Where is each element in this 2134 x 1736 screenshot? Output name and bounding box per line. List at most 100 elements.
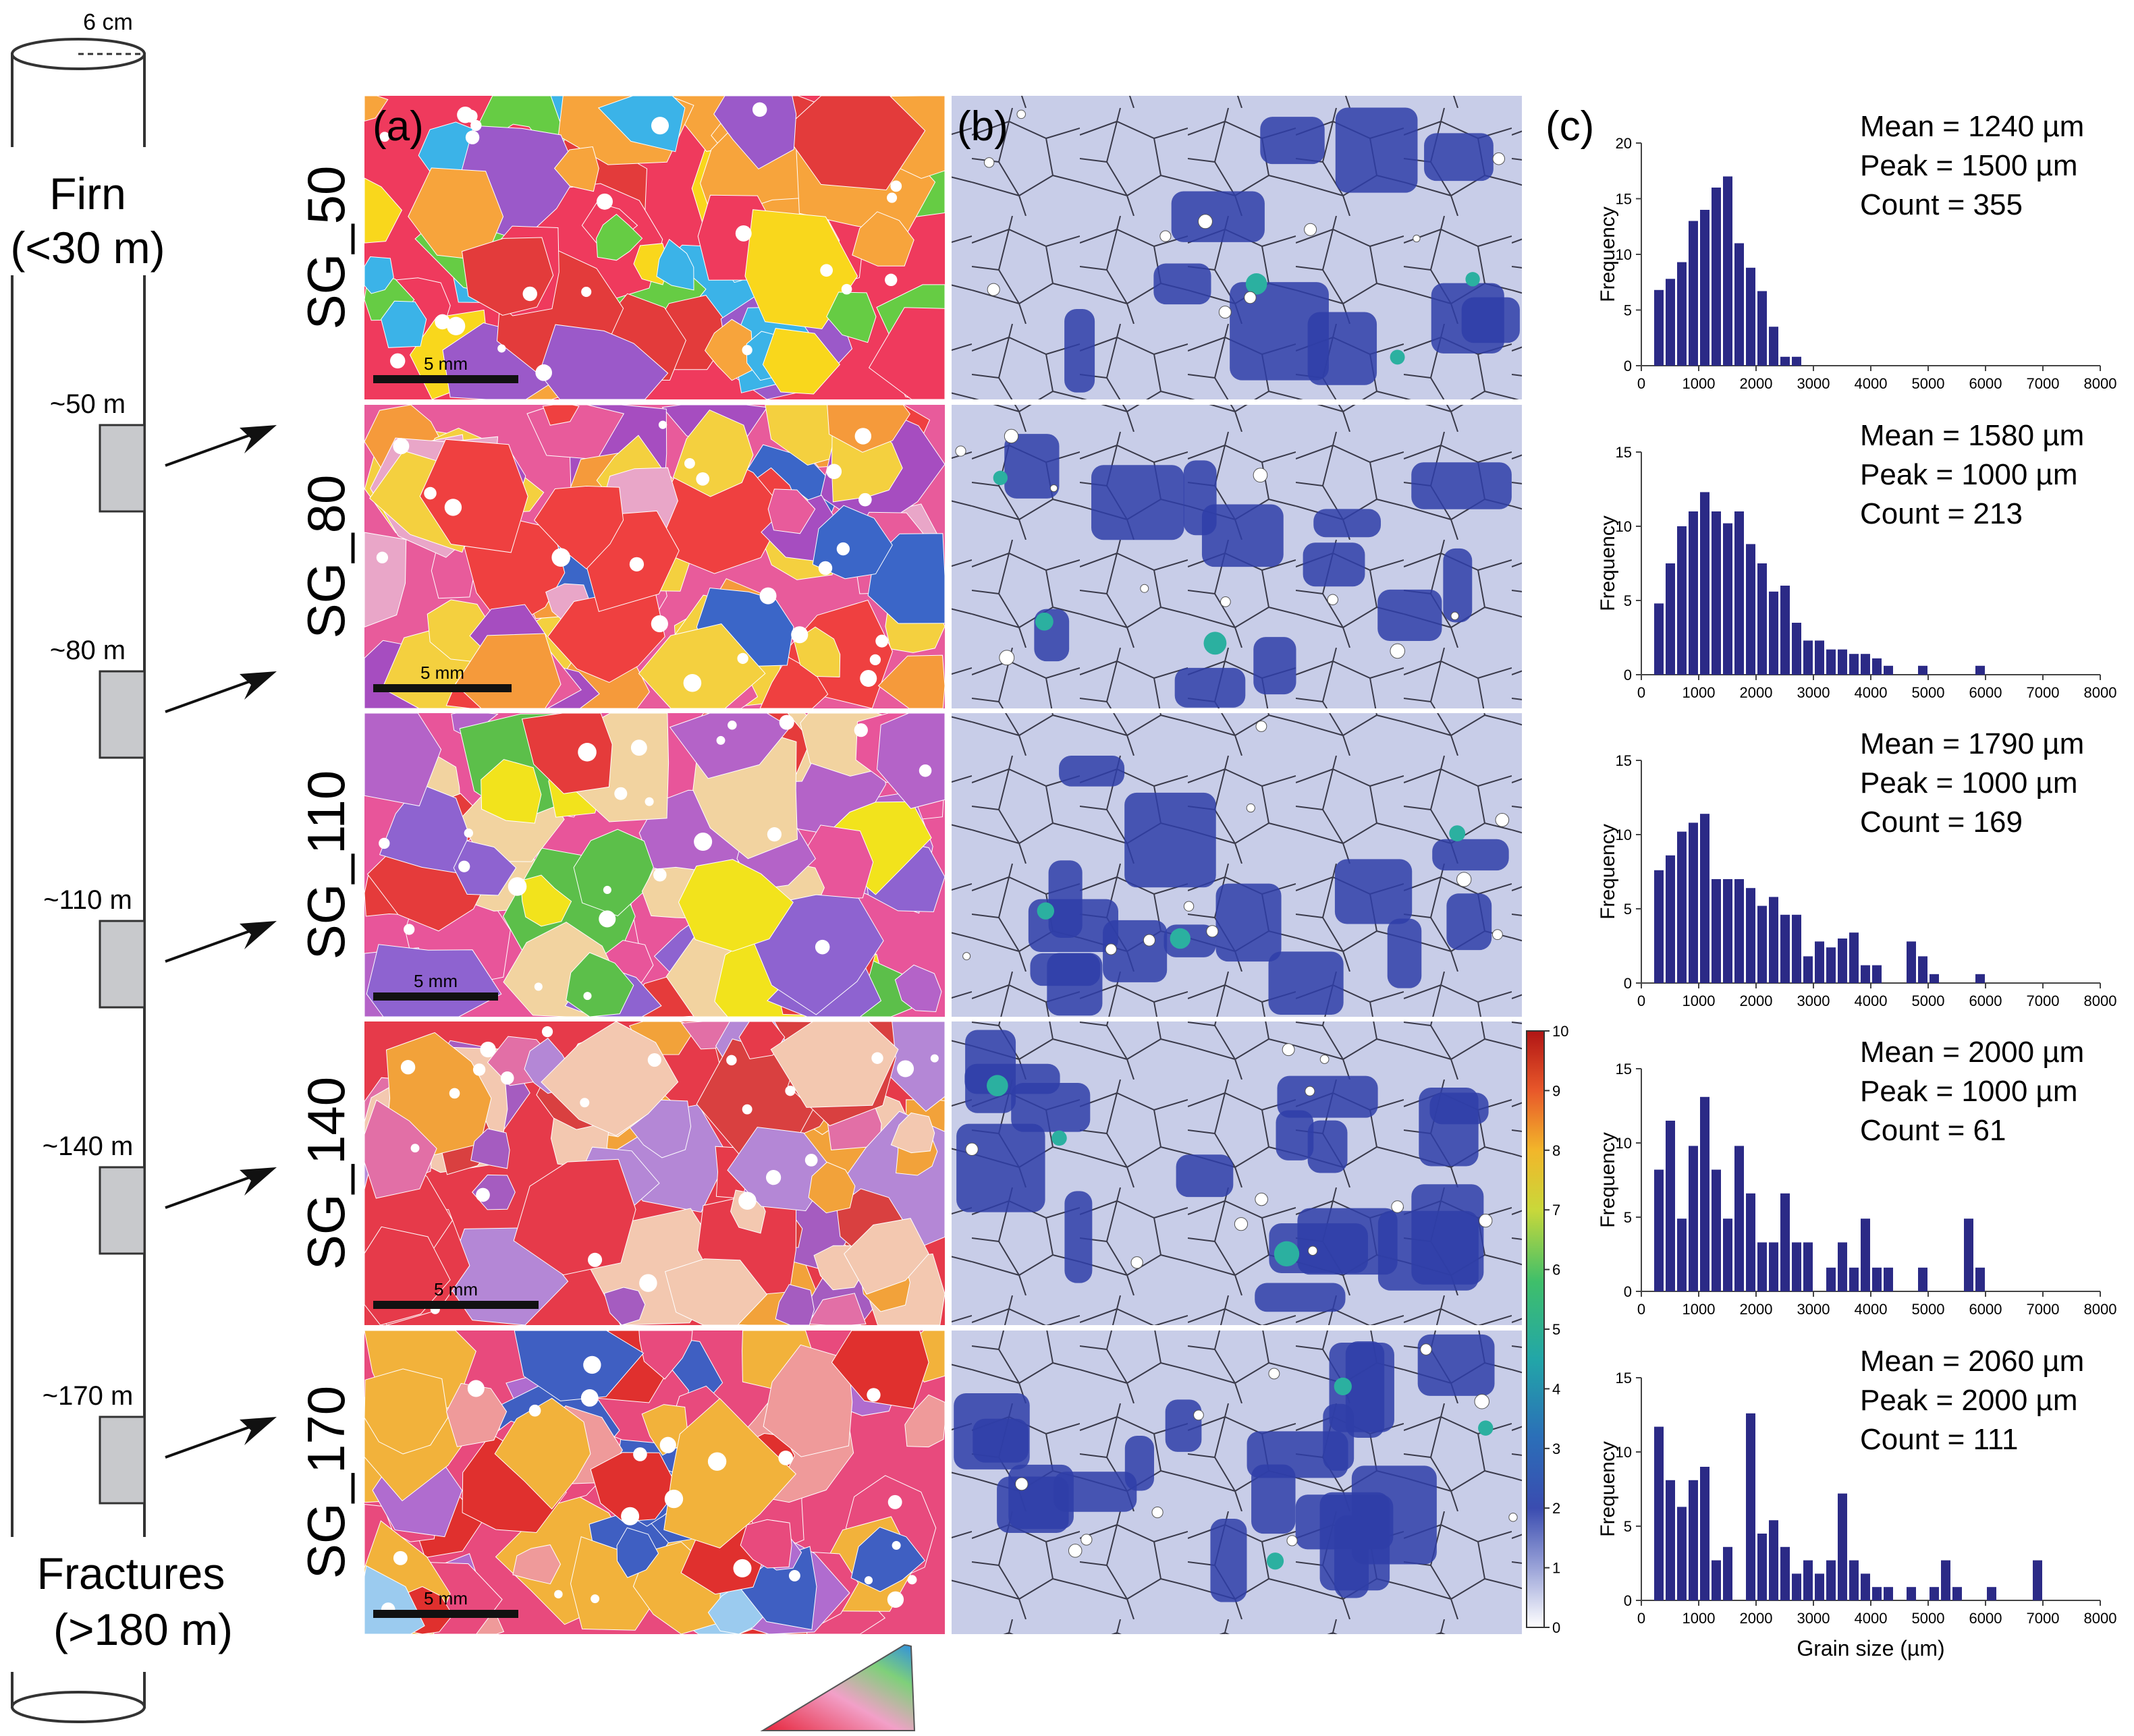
histogram-bar — [1769, 1520, 1778, 1600]
histogram-bar — [1826, 1267, 1836, 1291]
histogram-bar — [1849, 1560, 1859, 1600]
x-tick-label: 1000 — [1682, 992, 1716, 1009]
histogram-bar — [1872, 1587, 1882, 1600]
histogram-bar — [1689, 822, 1698, 983]
scale-bar-label: 5 mm — [424, 1588, 468, 1608]
histogram-bar — [1792, 914, 1801, 983]
grain-size-histogram: 0 5 10 15 20 0 1000 2000 3000 4000 5000 6000 7000 800… — [1597, 110, 2116, 392]
stat-count: Count = 61 — [1860, 1114, 2006, 1147]
histogram-bar — [1849, 1267, 1859, 1291]
histogram-bar — [1723, 879, 1732, 983]
histogram-bar — [1769, 327, 1778, 366]
x-tick-label: 7000 — [2027, 375, 2060, 392]
y-tick-label: 10 — [1616, 1135, 1632, 1152]
x-tick-label: 3000 — [1797, 1301, 1830, 1318]
sample-depth-label: ~170 m — [43, 1381, 134, 1411]
histogram-bar — [1803, 1242, 1813, 1291]
y-tick-label: 0 — [1624, 1592, 1632, 1609]
x-axis-label: Grain size (µm) — [1797, 1636, 1944, 1660]
histogram-bar — [1780, 914, 1790, 983]
arrow-head — [240, 425, 277, 453]
histogram-bar — [1975, 665, 1985, 675]
histogram-bar — [1930, 974, 1939, 983]
x-tick-label: 2000 — [1740, 992, 1773, 1009]
histogram-bar — [1907, 941, 1916, 983]
histogram-bar — [1884, 1267, 1893, 1291]
sample-id-label: SG_170 — [296, 1386, 356, 1579]
sample-depth-label: ~80 m — [50, 636, 126, 665]
histogram-bar — [1803, 1560, 1813, 1600]
x-tick-label: 7000 — [2027, 1301, 2060, 1318]
stat-count: Count = 355 — [1860, 188, 2023, 221]
histogram-bar — [1700, 492, 1709, 675]
x-tick-label: 5000 — [1912, 992, 1945, 1009]
x-tick-label: 6000 — [1969, 992, 2002, 1009]
histogram-bar — [1918, 1267, 1927, 1291]
histogram-bar — [1700, 1096, 1709, 1291]
histogram-bar — [1654, 870, 1664, 983]
histogram-bar — [1826, 947, 1836, 983]
sample-depth-label: ~50 m — [50, 389, 126, 419]
fractures-label: Fractures — [37, 1548, 225, 1598]
histogram-bar — [1815, 1573, 1824, 1600]
histogram-bar — [1769, 1242, 1778, 1291]
histogram-bar — [1769, 897, 1778, 983]
scale-bar-label: 5 mm — [424, 354, 468, 374]
scale-bar — [373, 992, 498, 1001]
x-tick-label: 2000 — [1740, 1610, 1773, 1627]
x-tick-label: 5000 — [1912, 1301, 1945, 1318]
colorbar-tick-label: 1 — [1552, 1560, 1560, 1577]
y-tick-label: 0 — [1624, 975, 1632, 992]
histogram-bar — [1734, 243, 1744, 366]
stat-peak: Peak = 1000 µm — [1860, 766, 2078, 800]
y-tick-label: 10 — [1616, 246, 1632, 263]
x-tick-label: 4000 — [1855, 684, 1888, 701]
y-axis-label: Frequency — [1597, 515, 1619, 611]
histogram-bar — [1712, 188, 1721, 366]
histogram-bar — [1746, 267, 1755, 366]
x-tick-label: 4000 — [1855, 375, 1888, 392]
x-tick-label: 2000 — [1740, 684, 1773, 701]
histogram-bar — [1838, 1242, 1847, 1291]
fractures-label-bg — [8, 1537, 148, 1672]
histogram-bar — [1734, 1146, 1744, 1291]
diameter-label: 6 cm — [83, 9, 133, 35]
grain-size-histogram: 0 5 10 15 0 1000 2000 3000 4000 5000 6000 7000 8000 F… — [1597, 1036, 2116, 1318]
grain-size-histogram: 0 5 10 15 0 1000 2000 3000 4000 5000 6000 7000 8000 F… — [1597, 727, 2116, 1009]
histogram-bar — [1746, 1193, 1755, 1291]
sample-row-sg-110: ~110 m SG_110 5 mm 0 5 10 15 0 1000 2000 3000 4000 5… — [43, 712, 2116, 1017]
sample-id-label: SG_80 — [296, 475, 356, 639]
x-tick-label: 5000 — [1912, 684, 1945, 701]
y-tick-label: 5 — [1624, 592, 1632, 609]
misorientation-map — [952, 96, 1522, 399]
histogram-bar — [1952, 1587, 1962, 1600]
sample-depth-label: ~140 m — [43, 1131, 134, 1161]
histogram-bar — [2033, 1560, 2042, 1600]
y-tick-label: 0 — [1624, 667, 1632, 683]
y-tick-label: 0 — [1624, 1283, 1632, 1300]
histogram-bar — [1666, 855, 1675, 983]
arrow-line — [165, 434, 250, 467]
histogram-bar — [1838, 1493, 1847, 1600]
ebsd-orientation-map — [364, 712, 946, 1017]
ipf-triangle — [760, 1644, 916, 1731]
histogram-bar — [1677, 831, 1687, 983]
y-tick-label: 20 — [1616, 135, 1632, 152]
core-sample-marker — [99, 424, 146, 513]
sample-id-label: SG_140 — [296, 1077, 356, 1270]
y-tick-label: 15 — [1616, 752, 1632, 769]
scale-bar-label: 5 mm — [414, 971, 458, 991]
x-tick-label: 7000 — [2027, 1610, 2060, 1627]
histogram-bar — [1975, 1267, 1985, 1291]
misorientation-map — [952, 405, 1522, 708]
x-tick-label: 4000 — [1855, 992, 1888, 1009]
colorbar-gradient — [1526, 1030, 1545, 1628]
colorbar-tick-label: 8 — [1552, 1142, 1560, 1159]
y-tick-label: 15 — [1616, 1370, 1632, 1387]
misorientation-map — [952, 713, 1522, 1017]
firn-label: Firn — [49, 169, 126, 219]
x-tick-label: 8000 — [2084, 375, 2117, 392]
